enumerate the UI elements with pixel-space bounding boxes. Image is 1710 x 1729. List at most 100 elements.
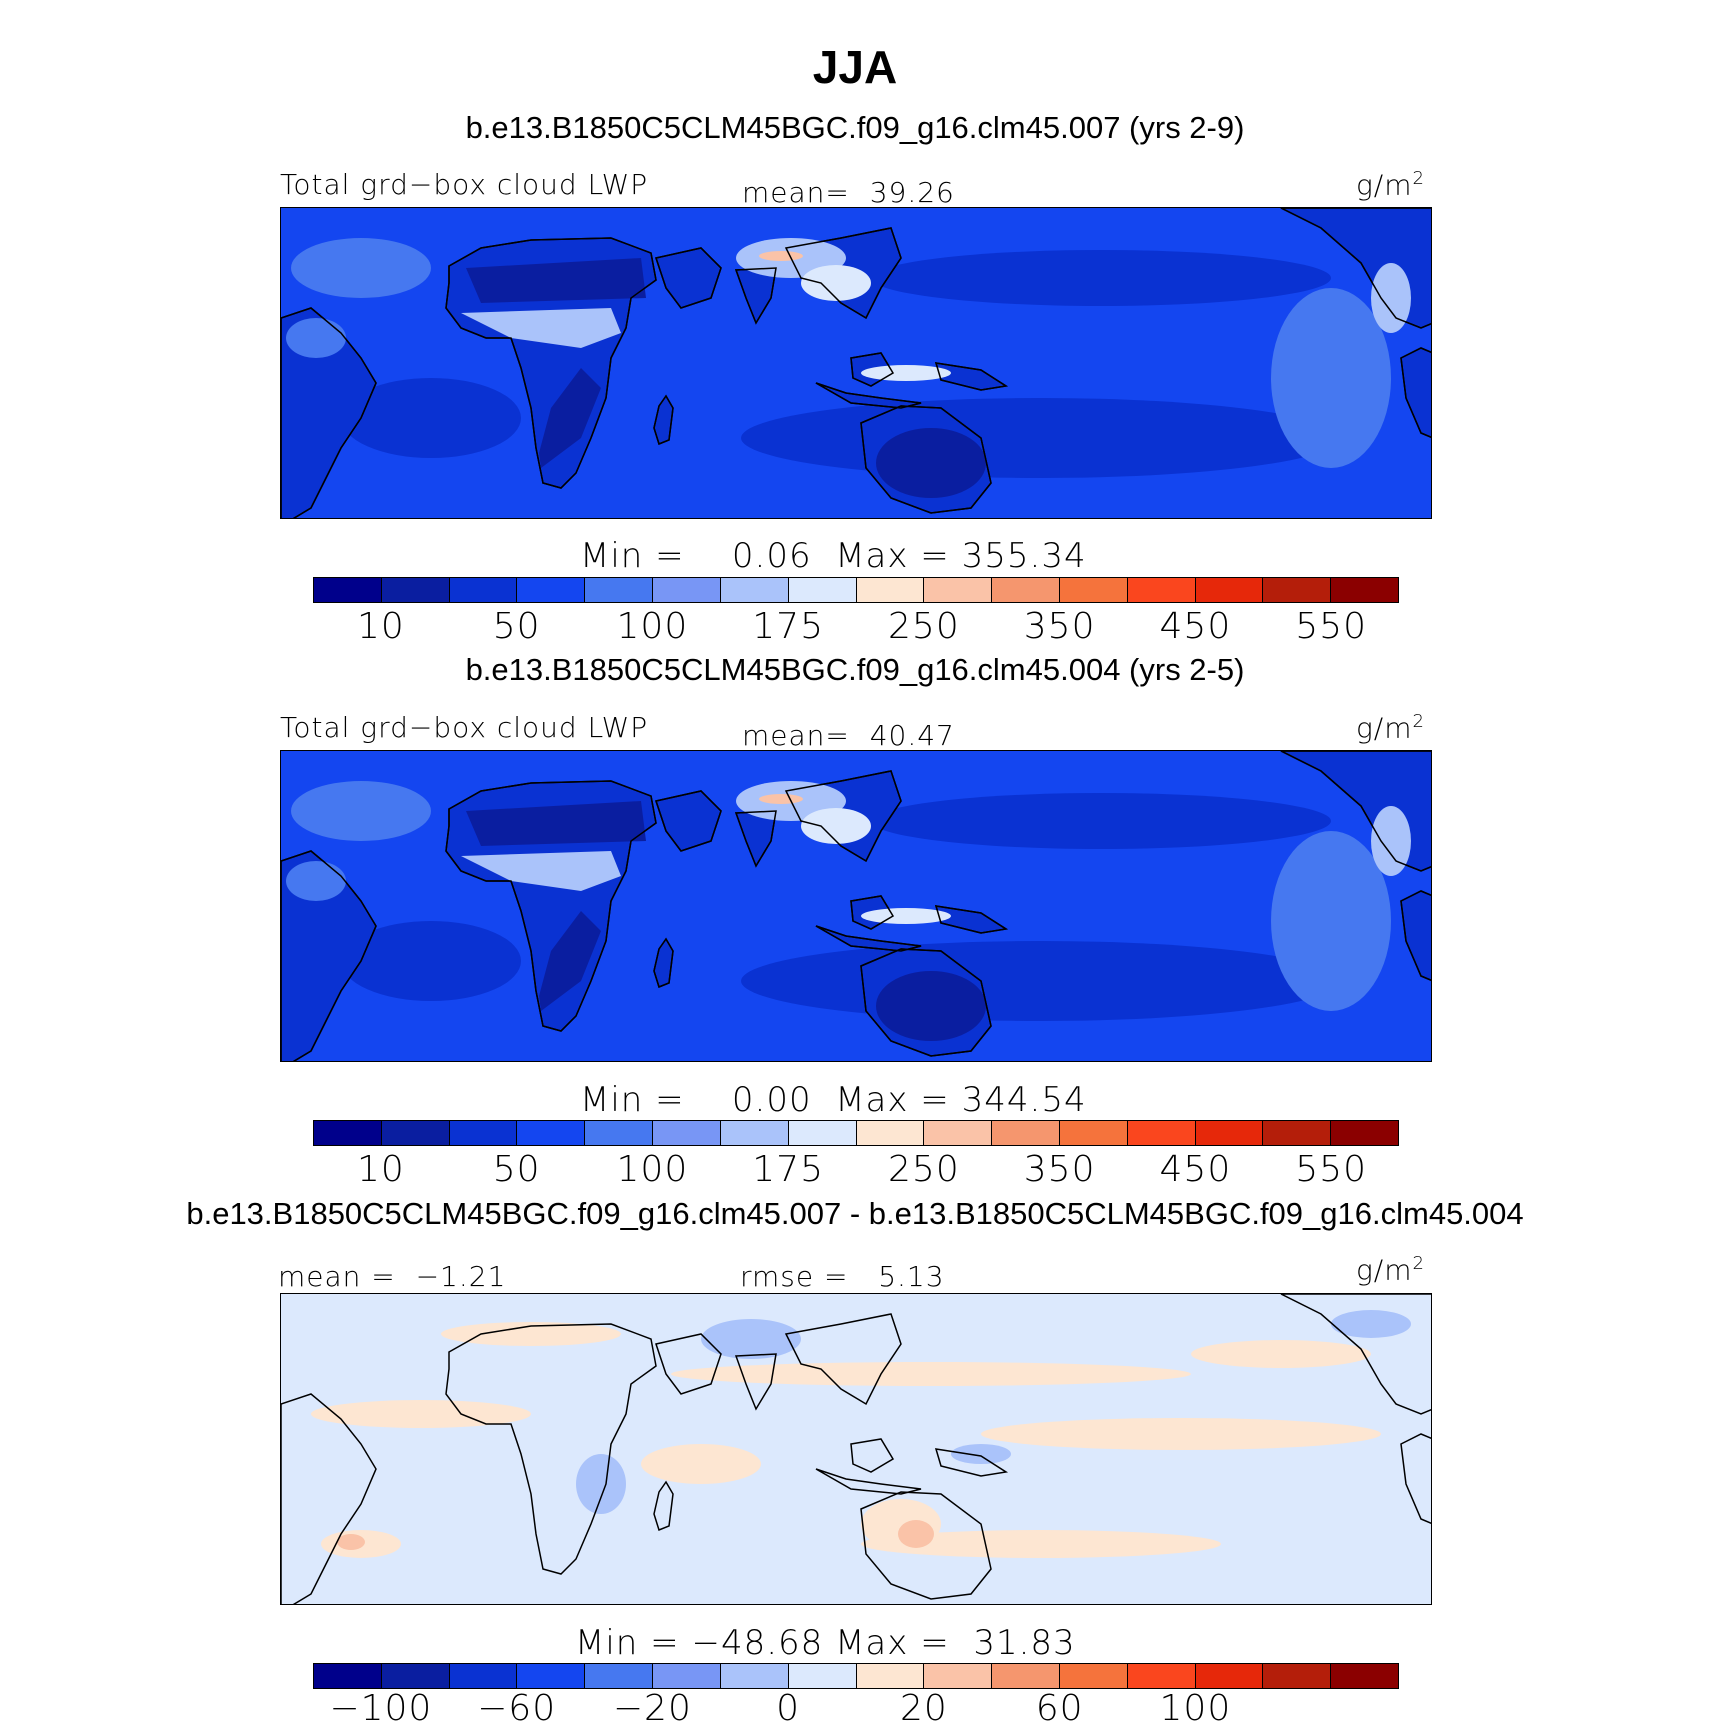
ocean-band [341, 921, 521, 1001]
panel2-variable-label: Total grd−box cloud LWP [280, 711, 649, 744]
coastline-outline [934, 905, 1009, 934]
diff-positive-area [311, 1400, 531, 1428]
map-svg [281, 751, 1431, 1061]
panel3-max-value: 31.83 [973, 1623, 1076, 1663]
season-title: JJA [812, 41, 898, 93]
panel2-map [280, 750, 1432, 1062]
wet-sahel-band [461, 308, 621, 348]
coastline-outline [784, 770, 902, 863]
panel1-variable-label: Total grd−box cloud LWP [280, 168, 649, 201]
coastline-outline [445, 237, 657, 489]
panel2-units-base: g/m [1356, 711, 1413, 745]
colorbar-swatch [314, 1121, 382, 1145]
colorbar-tick-label: −100 [329, 1688, 433, 1729]
colorbar-swatch [517, 578, 586, 602]
map-svg [281, 208, 1431, 518]
coastline-outline [1400, 890, 1431, 981]
ocean-band [871, 793, 1331, 849]
ocean-band [291, 781, 431, 841]
maritime-continent-wet [861, 908, 951, 924]
panel3-rmse-label: rmse = [740, 1260, 849, 1293]
coastline-outline [815, 925, 922, 952]
panel1-units: g/m2 [1356, 168, 1425, 201]
ocean-band [741, 398, 1341, 478]
colorbar-tick-label: −20 [612, 1688, 692, 1729]
colorbar-tick-label: −60 [477, 1688, 557, 1729]
panel1-units-sup: 2 [1412, 168, 1425, 189]
wet-sahel-band [461, 851, 621, 891]
panel1-mean-label: mean= [742, 176, 850, 209]
diff-peak-area [898, 1520, 934, 1548]
diff-positive-area [861, 1530, 1221, 1558]
colorbar-swatch [449, 578, 518, 602]
colorbar-swatch [1195, 578, 1264, 602]
colorbar-swatch [1195, 1664, 1264, 1688]
australia-dry [876, 971, 986, 1041]
panel3-colorbar [313, 1663, 1399, 1689]
panel1-min-value: 0.06 [731, 536, 812, 576]
colorbar-swatch [653, 1664, 721, 1688]
coastline-outline [815, 382, 922, 409]
colorbar-swatch [924, 1121, 993, 1145]
panel3-map [280, 1293, 1432, 1605]
colorbar-tick-label: 550 [1295, 1149, 1367, 1190]
coastline-outline [653, 937, 674, 988]
coastline-outline [1400, 347, 1431, 438]
colorbar-swatch [856, 1664, 925, 1688]
coastline-outline [281, 850, 377, 1061]
colorbar-swatch [381, 1664, 450, 1688]
colorbar-swatch [1263, 578, 1332, 602]
diff-peak-area [337, 1534, 365, 1550]
panel2-min-value: 0.00 [731, 1080, 812, 1120]
coastline [784, 1313, 902, 1406]
ocean-band [741, 941, 1341, 1021]
panel2-mean-value: 40.47 [869, 719, 955, 752]
diff-positive-area [671, 1362, 1191, 1386]
map-svg [281, 1294, 1431, 1604]
diff-negative-area [1331, 1310, 1411, 1338]
diff-positive-area [641, 1444, 761, 1484]
colorbar-tick-label: 175 [752, 606, 824, 647]
coastline [850, 1438, 895, 1473]
panel1-max-value: 355.34 [961, 536, 1087, 576]
panel1-mean-value: 39.26 [869, 176, 955, 209]
panel1-map [280, 207, 1432, 519]
desert-region [466, 801, 646, 846]
coastline-outline [281, 307, 377, 518]
colorbar-swatch [924, 578, 993, 602]
coastline-outline [1280, 751, 1431, 872]
colorbar-swatch [720, 1121, 789, 1145]
coastline [445, 1323, 657, 1575]
east-asia-wet [801, 265, 871, 301]
coastline-outline [860, 948, 992, 1057]
panel2-units-sup: 2 [1412, 711, 1425, 732]
panel3-min-label: Min = [575, 1623, 680, 1663]
east-asia-wet [801, 808, 871, 844]
colorbar-tick-label: 450 [1159, 606, 1232, 647]
coastline-outline [850, 895, 895, 930]
colorbar-tick-label: 100 [1159, 1688, 1232, 1729]
colorbar-tick-label: 550 [1295, 606, 1367, 647]
panel3-units: g/m2 [1356, 1253, 1425, 1286]
panel1-units-base: g/m [1356, 168, 1413, 202]
dry-southern-africa [539, 368, 601, 468]
panel2-units: g/m2 [1356, 711, 1425, 744]
central-america-wet [1371, 263, 1411, 333]
colorbar-swatch [653, 1121, 721, 1145]
panel1-colorbar [313, 577, 1399, 603]
central-america-wet [1371, 806, 1411, 876]
coastline [655, 1333, 722, 1395]
coastline-outline [655, 247, 722, 309]
colorbar-swatch [720, 1664, 789, 1688]
ocean-band [1271, 831, 1391, 1011]
diff-positive-area [441, 1322, 621, 1346]
panel2-mean-label: mean= [742, 719, 850, 752]
australia-dry [876, 428, 986, 498]
ocean-band [291, 238, 431, 298]
colorbar-swatch [1263, 1121, 1332, 1145]
coastline-outline [934, 362, 1009, 391]
colorbar-swatch [1331, 578, 1398, 602]
panel3-rmse-value: 5.13 [878, 1260, 945, 1293]
coastline [281, 1393, 377, 1604]
colorbar-swatch [1331, 1664, 1398, 1688]
